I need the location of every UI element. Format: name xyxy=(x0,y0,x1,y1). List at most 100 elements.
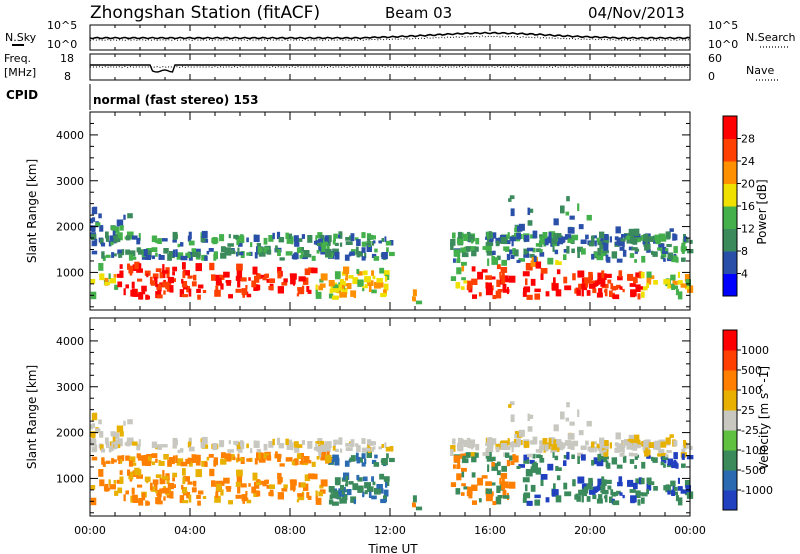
power-cell xyxy=(256,242,261,247)
power-cell xyxy=(592,288,597,294)
power-cell xyxy=(646,249,651,253)
power-cell xyxy=(636,286,643,290)
power-cell xyxy=(206,250,210,255)
power-cell xyxy=(211,274,216,281)
velocity-cell xyxy=(268,492,274,496)
power-cell xyxy=(518,223,525,231)
power-cell xyxy=(453,249,461,257)
power-cell xyxy=(311,267,318,274)
velocity-cell xyxy=(660,441,667,448)
power-cell xyxy=(290,276,296,285)
velocity-ytick-label: 4000 xyxy=(56,335,84,348)
power-cell xyxy=(143,249,148,257)
velocity-cell xyxy=(532,436,538,445)
power-cell xyxy=(415,300,423,305)
power-cell xyxy=(616,237,623,245)
power-cell xyxy=(673,285,678,290)
power-cell xyxy=(540,268,548,274)
velocity-cell xyxy=(235,494,242,499)
velocity-cell xyxy=(651,456,654,461)
velocity-cell xyxy=(490,482,496,486)
velocity-cell xyxy=(657,453,663,457)
power-cell xyxy=(350,290,357,297)
power-cell xyxy=(151,255,155,260)
power-cell xyxy=(574,288,578,294)
velocity-cell xyxy=(285,438,289,445)
velocity-cell xyxy=(641,492,648,497)
velocity-cell xyxy=(131,441,138,446)
power-cell xyxy=(379,267,385,274)
power-cell xyxy=(332,240,336,245)
power-cell xyxy=(672,277,676,286)
velocity-cell xyxy=(625,441,631,446)
power-cell xyxy=(457,231,462,240)
velocity-cell xyxy=(132,494,138,500)
velocity-cell xyxy=(345,483,349,487)
power-cell xyxy=(507,232,510,240)
velocity-cell xyxy=(285,457,293,462)
velocity-cell xyxy=(453,455,461,463)
power-cell xyxy=(348,275,354,279)
velocity-cell xyxy=(478,498,482,503)
velocity-cell xyxy=(334,448,339,452)
power-cell xyxy=(306,286,310,292)
power-cell xyxy=(215,285,219,292)
power-cell xyxy=(293,235,299,242)
velocity-cell xyxy=(300,482,306,488)
power-cell xyxy=(523,248,530,257)
velocity-cell xyxy=(149,482,153,491)
velocity-cell xyxy=(600,485,606,493)
power-cell xyxy=(602,250,609,254)
velocity-cell xyxy=(525,484,528,492)
power-cell xyxy=(496,264,501,270)
velocity-cell xyxy=(605,460,609,468)
power-cell xyxy=(481,269,488,273)
power-cell xyxy=(180,255,188,261)
velocity-cell xyxy=(453,464,456,469)
power-cell xyxy=(334,242,339,246)
velocity-cell xyxy=(307,441,313,449)
power-cell xyxy=(263,237,268,245)
power-cell xyxy=(518,258,525,262)
power-cell xyxy=(146,273,149,278)
velocity-cell xyxy=(350,439,355,448)
power-cell xyxy=(569,215,575,220)
velocity-cell xyxy=(471,472,476,478)
power-cell xyxy=(100,242,106,247)
power-cell xyxy=(675,289,679,296)
power-cell xyxy=(548,232,552,240)
velocity-axes: 1000 2000 3000 4000 00:00 04:00 08:00 12:00 16:0… xyxy=(56,318,706,537)
velocity-cell xyxy=(412,503,416,508)
power-cell xyxy=(108,273,111,279)
power-cell xyxy=(685,279,691,287)
power-cell xyxy=(634,238,641,243)
velocity-cell xyxy=(128,471,134,480)
velocity-cell xyxy=(481,475,488,479)
velocity-cell xyxy=(318,491,323,497)
power-cell xyxy=(496,255,501,261)
velocity-cell xyxy=(594,446,597,453)
power-cell xyxy=(220,246,226,253)
power-cell xyxy=(611,285,617,291)
noise-left-label: N.Sky xyxy=(5,31,37,44)
power-cell xyxy=(182,271,186,279)
velocity-cell xyxy=(646,483,652,491)
velocity-cell xyxy=(109,484,116,490)
cpid-value: normal (fast stereo) 153 xyxy=(93,93,259,107)
velocity-cell xyxy=(238,447,243,453)
power-colorbar-swatch xyxy=(723,161,737,184)
power-cell xyxy=(352,277,359,285)
power-cell xyxy=(601,252,608,257)
velocity-cell xyxy=(91,446,97,453)
power-colorbar-label: Power [dB] xyxy=(755,179,769,244)
velocity-cell xyxy=(615,432,621,440)
velocity-cell xyxy=(268,484,275,489)
power-cell xyxy=(469,234,475,243)
power-cell xyxy=(667,252,673,260)
power-cell xyxy=(595,280,600,285)
power-cell xyxy=(332,288,339,293)
velocity-cell xyxy=(492,501,497,506)
power-cell xyxy=(553,218,559,226)
power-cell xyxy=(592,282,599,287)
power-cell xyxy=(500,267,508,273)
